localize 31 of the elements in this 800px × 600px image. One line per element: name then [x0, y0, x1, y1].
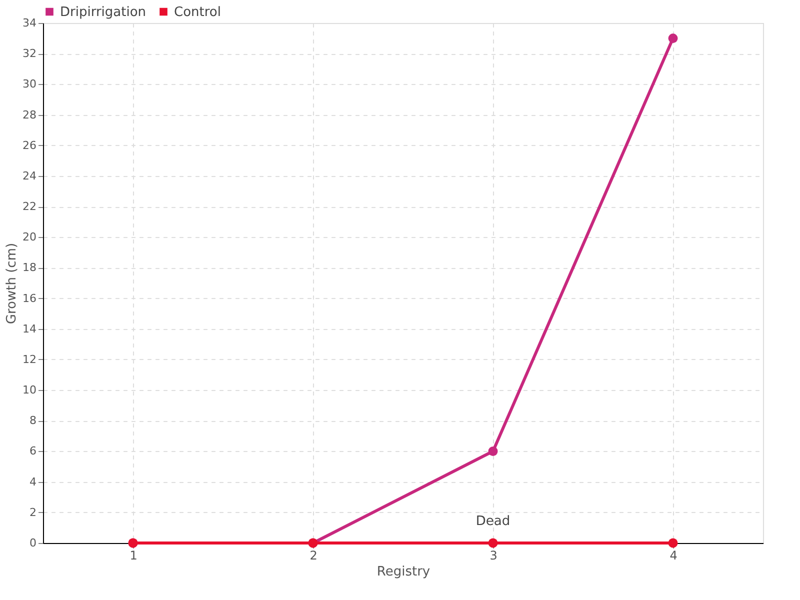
y-tick-label: 6	[30, 444, 36, 458]
y-tick-label: 30	[22, 78, 36, 91]
y-tick-label: 28	[22, 108, 36, 122]
y-tick-label: 20	[22, 230, 36, 244]
x-tick-label: 1	[130, 548, 138, 562]
y-tick-label: 16	[22, 292, 36, 305]
point	[668, 34, 678, 44]
legend-label: Control	[174, 4, 221, 20]
y-axis-title: Growth (cm)	[4, 242, 20, 324]
y-tick-label: 32	[22, 47, 36, 60]
x-tick-label: 2	[310, 548, 318, 562]
y-tick-label: 8	[30, 414, 36, 428]
x-axis-title: Registry	[376, 564, 430, 580]
x-tick-label: 3	[490, 548, 498, 562]
y-tick-label: 10	[22, 384, 36, 397]
y-tick-label: 0	[30, 536, 36, 550]
annotation: Dead	[476, 514, 510, 529]
y-tick-label: 12	[22, 352, 36, 366]
point	[488, 538, 498, 548]
legend-label: Dripirrigation	[60, 4, 146, 20]
y-tick-label: 22	[22, 200, 36, 214]
y-tick-label: 14	[22, 322, 36, 336]
point	[668, 538, 678, 548]
y-tick-label: 18	[22, 261, 36, 274]
x-tick-label: 4	[670, 548, 678, 562]
y-tick-label: 2	[30, 506, 36, 519]
y-tick-label: 24	[22, 169, 36, 182]
y-tick-label: 34	[22, 16, 36, 30]
y-tick-label: 26	[22, 138, 36, 152]
point	[488, 446, 498, 456]
y-tick-label: 4	[30, 475, 36, 488]
